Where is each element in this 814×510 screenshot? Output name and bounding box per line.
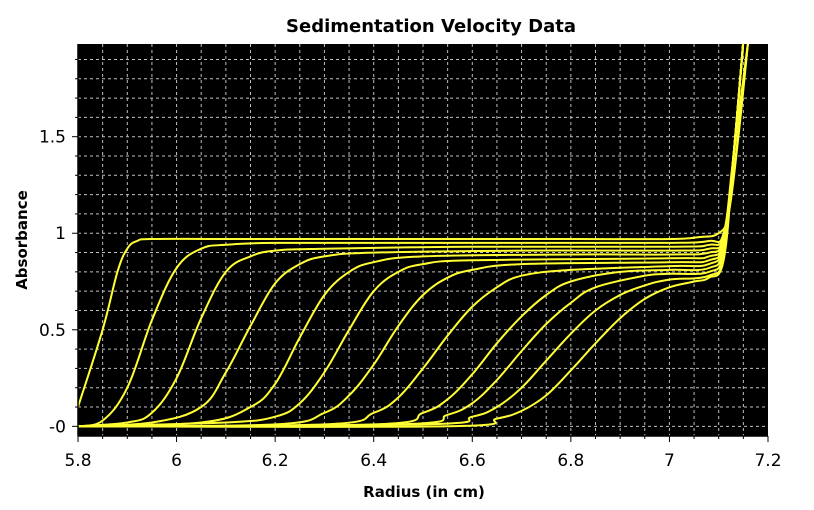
axes <box>72 44 769 442</box>
y-tick-label: 0.5 <box>39 321 66 341</box>
tick-labels: 5.8 6 6.2 6.4 6.6 6.8 7 7.2 -0 0.5 1 1.5 <box>39 128 782 471</box>
x-tick-label: 7.2 <box>754 451 781 471</box>
y-tick-label: 1 <box>55 224 66 244</box>
x-tick-label: 7 <box>664 451 675 471</box>
series-lines <box>78 44 749 428</box>
x-tick-label: 6.6 <box>459 451 486 471</box>
x-axis-title: Radius (in cm) <box>363 483 485 501</box>
x-tick-label: 6.4 <box>360 451 387 471</box>
y-tick-label: -0 <box>49 417 66 437</box>
chart-title: Sedimentation Velocity Data <box>286 16 576 37</box>
x-tick-label: 5.8 <box>64 451 91 471</box>
series-line-2 <box>78 44 749 428</box>
x-tick-label: 6 <box>171 451 182 471</box>
x-tick-label: 6.8 <box>557 451 584 471</box>
y-axis-title: Absorbance <box>13 190 31 290</box>
y-tick-label: 1.5 <box>39 128 66 148</box>
x-tick-label: 6.2 <box>262 451 289 471</box>
series-line-12 <box>78 44 745 428</box>
